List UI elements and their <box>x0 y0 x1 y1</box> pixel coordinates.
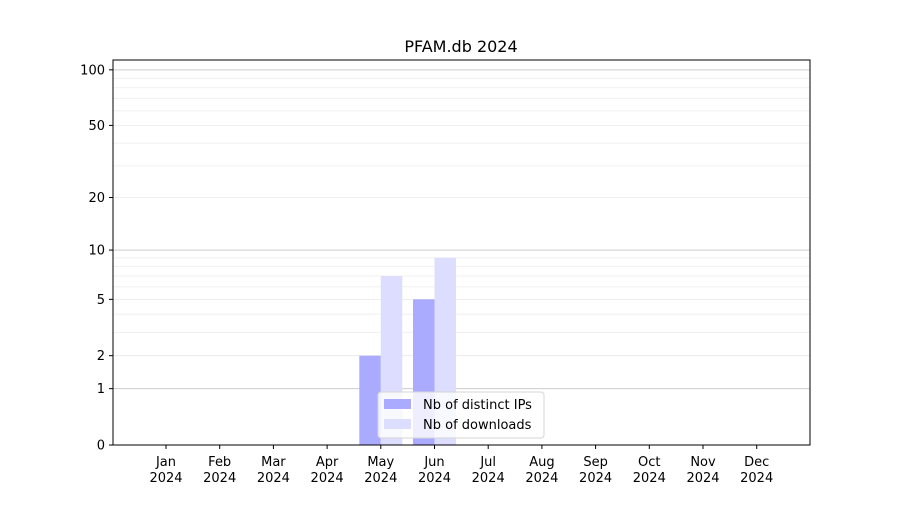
legend-swatch <box>384 399 411 409</box>
x-tick-label: Jan <box>155 455 176 470</box>
legend-box <box>377 391 545 439</box>
y-tick-label: 100 <box>80 63 105 78</box>
x-tick-label: 2024 <box>149 471 182 486</box>
x-tick-label: Nov <box>690 455 716 470</box>
x-tick-label: Sep <box>583 455 608 470</box>
x-tick-label: Oct <box>638 455 660 470</box>
x-tick-label: 2024 <box>686 471 719 486</box>
chart-title: PFAM.db 2024 <box>404 37 517 56</box>
y-tick-label: 5 <box>97 293 105 308</box>
x-tick-label: May <box>367 455 394 470</box>
bar-distinct-ips <box>359 355 381 445</box>
x-tick-label: Mar <box>261 455 286 470</box>
y-tick-label: 10 <box>88 244 105 259</box>
y-tick-label: 2 <box>97 349 105 364</box>
y-tick-label: 20 <box>88 191 105 206</box>
legend: Nb of distinct IPs Nb of downloads <box>377 391 545 439</box>
x-tick-label: 2024 <box>203 471 236 486</box>
legend-swatch <box>384 419 411 429</box>
plot-frame <box>112 59 811 446</box>
x-tick-label: 2024 <box>364 471 397 486</box>
x-tick-label: 2024 <box>633 471 666 486</box>
y-tick-label: 50 <box>88 119 105 134</box>
x-tick-label: Dec <box>744 455 769 470</box>
x-tick-label: Jun <box>423 455 444 470</box>
x-tick-label: 2024 <box>525 471 558 486</box>
x-tick-label: 2024 <box>579 471 612 486</box>
x-tick-label: Apr <box>316 455 339 470</box>
x-tick-label: Feb <box>208 455 231 470</box>
y-tick-label: 1 <box>97 382 105 397</box>
legend-label: Nb of distinct IPs <box>423 398 532 413</box>
x-tick-label: 2024 <box>311 471 344 486</box>
x-tick-label: 2024 <box>472 471 505 486</box>
x-tick-label: 2024 <box>740 471 773 486</box>
y-tick-label: 0 <box>97 439 105 454</box>
legend-label: Nb of downloads <box>423 418 532 433</box>
x-tick-label: 2024 <box>257 471 290 486</box>
x-tick-label: 2024 <box>418 471 451 486</box>
x-tick-label: Aug <box>529 455 554 470</box>
x-tick-label: Jul <box>479 455 496 470</box>
